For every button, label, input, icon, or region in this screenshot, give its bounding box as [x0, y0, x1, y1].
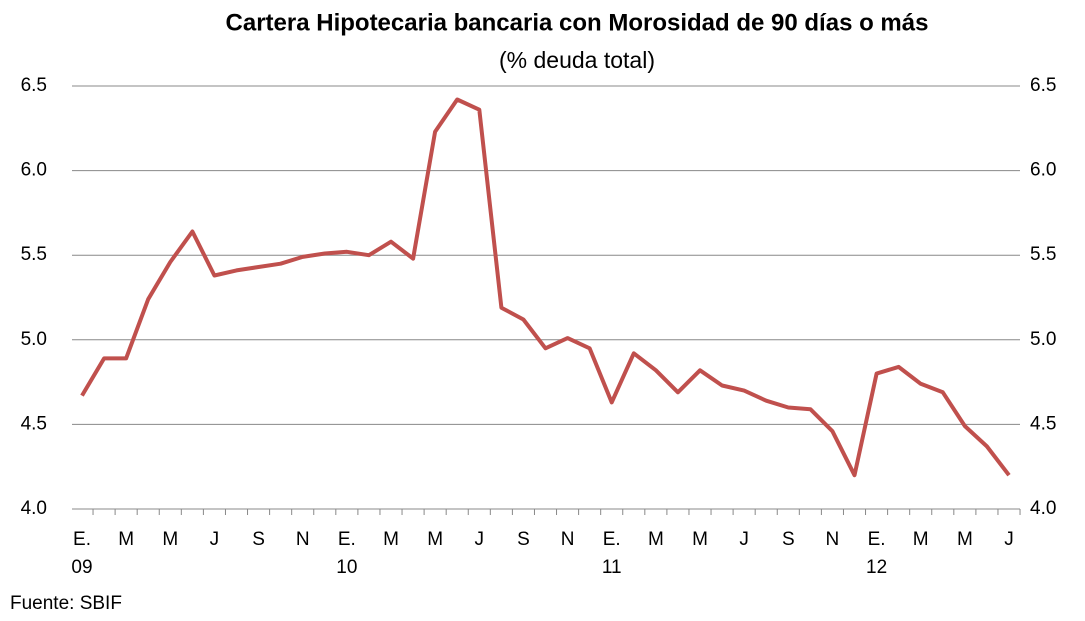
x-tick-label: E. — [73, 529, 91, 550]
y2-tick-label: 5.5 — [1030, 244, 1056, 265]
chart-title: Cartera Hipotecaria bancaria con Morosid… — [226, 9, 929, 36]
x-tick-label: J — [210, 529, 220, 550]
y-tick-label: 6.5 — [21, 75, 47, 96]
x-tick-label: S — [252, 529, 265, 550]
y-tick-label: 6.0 — [21, 160, 47, 181]
y2-tick-label: 6.5 — [1030, 75, 1056, 96]
y-tick-label: 4.5 — [21, 413, 47, 434]
x-tick-label: E. — [603, 529, 621, 550]
x-tick-label: M — [957, 529, 973, 550]
x-tick-label: M — [427, 529, 443, 550]
x-tick-label: M — [383, 529, 399, 550]
x-tick-label: S — [517, 529, 530, 550]
x-year-label: 11 — [602, 557, 622, 578]
y-tick-label: 5.5 — [21, 244, 47, 265]
x-tick-label: N — [561, 529, 575, 550]
x-tick-label: E. — [868, 529, 886, 550]
x-tick-label: N — [826, 529, 840, 550]
x-year-label: 10 — [336, 557, 357, 578]
x-tick-label: S — [782, 529, 795, 550]
y-tick-label: 5.0 — [21, 329, 47, 350]
x-tick-label: E. — [338, 529, 356, 550]
x-tick-label: M — [648, 529, 664, 550]
y2-tick-label: 6.0 — [1030, 160, 1056, 181]
x-tick-label: M — [692, 529, 708, 550]
chart-subtitle: (% deuda total) — [499, 47, 655, 73]
data-line — [80, 97, 1011, 478]
x-tick-label: J — [739, 529, 749, 550]
y-tick-label: 4.0 — [21, 498, 47, 519]
y2-tick-label: 5.0 — [1030, 329, 1056, 350]
y2-tick-label: 4.0 — [1030, 498, 1056, 519]
x-year-label: 12 — [866, 557, 887, 578]
x-tick-label: N — [296, 529, 310, 550]
x-year-label: 09 — [71, 557, 92, 578]
x-tick-label: M — [913, 529, 929, 550]
x-tick-label: J — [1004, 529, 1014, 550]
x-tick-label: M — [118, 529, 134, 550]
x-tick-label: M — [162, 529, 178, 550]
x-tick-label: J — [475, 529, 485, 550]
y2-tick-label: 4.5 — [1030, 413, 1056, 434]
source-note: Fuente: SBIF — [10, 593, 122, 614]
